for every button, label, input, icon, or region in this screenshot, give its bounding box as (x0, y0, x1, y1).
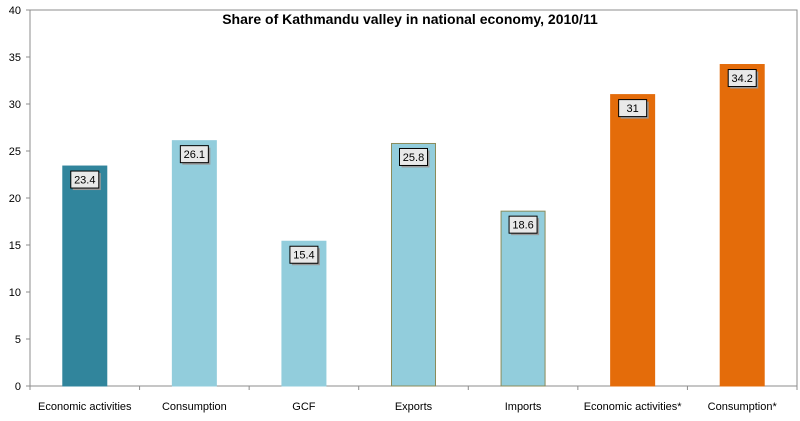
x-category-label: GCF (292, 401, 316, 413)
y-tick-label: 35 (9, 52, 21, 64)
data-label-box (289, 245, 319, 264)
bar (171, 140, 217, 387)
bar (62, 165, 108, 387)
data-label-box (508, 215, 538, 234)
y-tick-label: 40 (9, 5, 21, 17)
y-tick-label: 5 (15, 334, 21, 346)
x-category-label: Consumption* (708, 401, 778, 413)
y-tick-label: 30 (9, 99, 21, 111)
data-label-box (727, 69, 757, 88)
data-label: 25.8 (403, 152, 424, 164)
data-label: 34.2 (732, 73, 753, 85)
bar (500, 210, 546, 387)
y-tick-label: 0 (15, 381, 21, 393)
data-label: 31 (627, 103, 639, 115)
y-tick-label: 25 (9, 146, 21, 158)
data-label: 26.1 (184, 149, 205, 161)
bar (719, 64, 765, 387)
data-label-box (399, 147, 428, 166)
x-category-label: Consumption (162, 401, 227, 413)
data-label: 23.4 (74, 175, 95, 187)
x-category-label: Economic activities* (584, 401, 683, 413)
x-category-label: Exports (395, 401, 433, 413)
data-label-box (618, 99, 648, 118)
data-label: 18.6 (512, 220, 533, 232)
data-label-box (70, 170, 100, 189)
data-label-box (179, 145, 209, 164)
y-tick-label: 20 (9, 193, 21, 205)
data-label: 15.4 (293, 250, 314, 262)
bar (391, 142, 436, 387)
bar (281, 240, 327, 387)
x-category-label: Economic activities (38, 401, 132, 413)
bar (610, 94, 656, 387)
x-category-label: Imports (505, 401, 542, 413)
chart-title: Share of Kathmandu valley in national ec… (222, 11, 598, 27)
plot-area: 0 5 10 15 20 25 30 35 40 Economic activities 23.4 C… (9, 5, 798, 413)
y-tick-label: 10 (9, 287, 21, 299)
y-tick-label: 15 (9, 240, 21, 252)
